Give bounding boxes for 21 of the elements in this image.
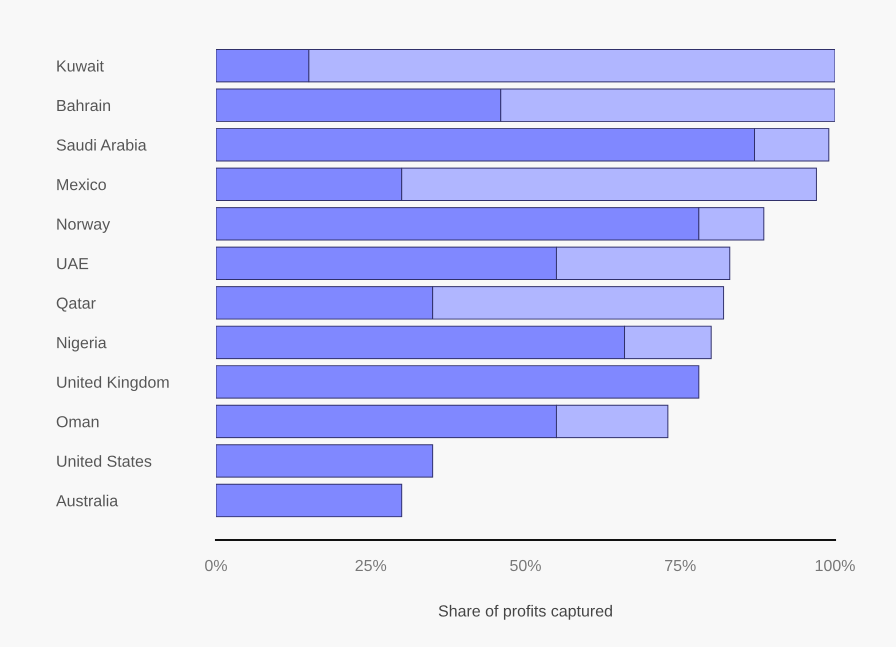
- y-tick-label: Oman: [56, 416, 98, 428]
- x-tick-label: 100%: [816, 560, 855, 572]
- y-tick-label: United States: [57, 455, 152, 467]
- bar: [216, 444, 434, 478]
- x-tick-label: 50%: [510, 560, 541, 572]
- x-axis-title: Share of profits captured: [438, 604, 612, 620]
- y-tick-label: Qatar: [56, 297, 96, 312]
- y-tick-label: UAE: [57, 258, 88, 270]
- x-tick-label: 0%: [205, 560, 227, 572]
- x-tick-label: 75%: [665, 560, 696, 572]
- y-tick-label: Nigeria: [57, 336, 107, 352]
- y-tick-label: Mexico: [57, 178, 106, 190]
- y-tick-label: Norway: [57, 218, 110, 233]
- y-tick-label: Saudi Arabia: [56, 138, 147, 151]
- bar: [216, 365, 700, 399]
- bar: [216, 484, 402, 518]
- y-tick-label: Bahrain: [57, 99, 110, 112]
- y-tick-label: Australia: [56, 494, 118, 506]
- y-tick-label: United Kingdom: [57, 376, 169, 392]
- x-tick-label: 25%: [356, 560, 386, 572]
- y-tick-label: Kuwait: [57, 60, 104, 72]
